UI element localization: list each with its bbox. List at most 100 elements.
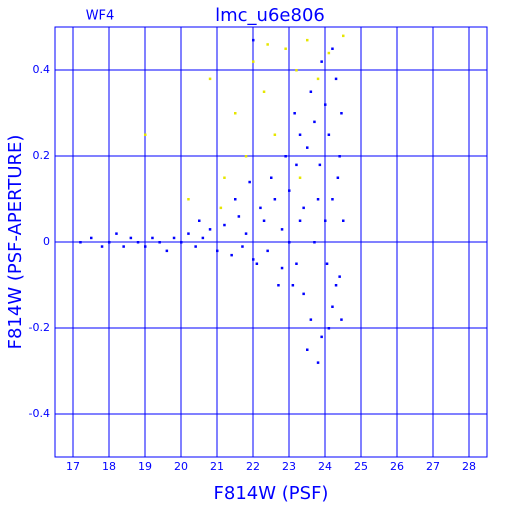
point	[302, 206, 305, 210]
x-tick-label: 27	[426, 460, 440, 473]
point	[201, 236, 205, 240]
point	[252, 258, 255, 261]
point	[280, 266, 284, 270]
point	[320, 60, 323, 63]
point	[338, 155, 341, 158]
point	[108, 241, 111, 244]
x-tick-label: 23	[282, 460, 296, 473]
point	[342, 219, 345, 222]
point	[316, 198, 320, 201]
point	[298, 219, 302, 222]
point	[244, 155, 248, 158]
chart-title: lmc_u6e806	[215, 5, 325, 26]
point	[327, 51, 331, 55]
point	[327, 327, 331, 330]
y-tick-label: 0.4	[33, 63, 51, 76]
point	[262, 219, 266, 222]
point	[273, 133, 277, 136]
point	[90, 236, 93, 240]
point	[115, 232, 118, 235]
point	[234, 112, 237, 115]
point	[340, 112, 343, 115]
point	[338, 275, 341, 278]
point	[306, 146, 309, 149]
point	[284, 155, 287, 158]
point	[309, 90, 313, 93]
point	[187, 198, 190, 201]
point	[291, 284, 295, 287]
point	[223, 223, 226, 227]
y-tick-label: 0.2	[33, 149, 51, 162]
point	[216, 249, 219, 253]
point	[252, 38, 255, 42]
point	[151, 236, 154, 240]
y-tick-label: -0.4	[29, 407, 50, 420]
point	[320, 335, 323, 339]
x-tick-label: 21	[210, 460, 224, 473]
point	[252, 60, 255, 63]
point	[158, 241, 161, 244]
point	[288, 189, 291, 192]
point	[234, 198, 237, 201]
x-tick-label: 26	[390, 460, 404, 473]
x-tick-label: 20	[174, 460, 188, 473]
point	[194, 245, 197, 248]
point	[165, 249, 169, 253]
point	[295, 69, 298, 72]
point	[266, 43, 269, 46]
x-tick-label: 17	[66, 460, 80, 473]
x-axis-label: F814W (PSF)	[214, 483, 329, 504]
x-tick-label: 25	[354, 460, 368, 473]
point	[313, 241, 316, 244]
point	[180, 241, 183, 244]
x-tick-label: 22	[246, 460, 260, 473]
point	[248, 180, 251, 184]
point	[208, 77, 212, 81]
point	[144, 133, 147, 136]
point	[262, 90, 266, 93]
point	[277, 284, 280, 287]
point	[331, 47, 334, 50]
point	[342, 34, 345, 38]
point	[331, 305, 334, 308]
point	[172, 236, 176, 240]
point	[144, 245, 147, 248]
point	[316, 77, 320, 81]
y-tick-label: -0.2	[29, 321, 50, 334]
point	[334, 284, 338, 287]
x-tick-label: 18	[102, 460, 116, 473]
point	[331, 198, 334, 201]
point	[230, 253, 233, 257]
x-tick-label: 28	[462, 460, 476, 473]
chart-subtitle: WF4	[86, 9, 115, 24]
point	[324, 103, 327, 106]
point	[309, 318, 313, 321]
point	[302, 292, 305, 296]
point	[270, 176, 273, 179]
x-tick-label: 24	[318, 460, 332, 473]
y-tick-label: 0	[43, 235, 50, 248]
point	[219, 206, 223, 210]
point	[316, 361, 320, 364]
point	[273, 198, 277, 201]
point	[136, 241, 140, 244]
y-axis-label: F814W (PSF-APERTURE)	[5, 135, 26, 350]
point	[298, 133, 302, 136]
point	[334, 77, 338, 81]
point	[306, 38, 309, 42]
point	[244, 232, 248, 235]
point	[293, 112, 296, 115]
point	[79, 241, 82, 244]
point	[255, 262, 259, 265]
point	[340, 318, 343, 321]
point	[313, 120, 316, 124]
point	[223, 176, 226, 179]
point	[295, 262, 298, 265]
point	[187, 232, 190, 235]
point	[259, 206, 262, 210]
point	[288, 241, 291, 244]
point	[306, 348, 309, 351]
point	[336, 176, 340, 179]
point	[241, 245, 244, 248]
